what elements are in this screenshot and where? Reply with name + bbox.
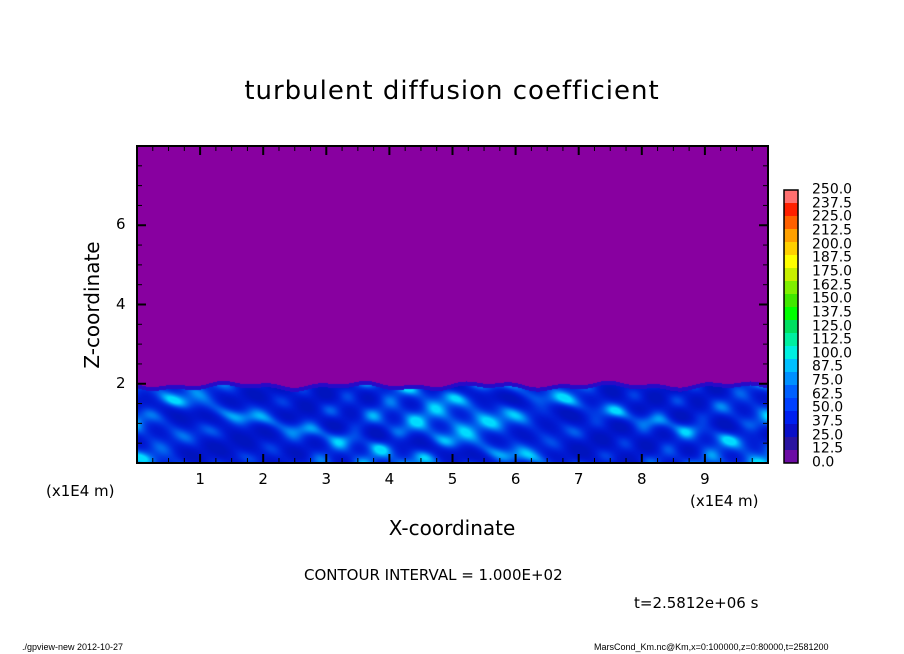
y-tick-label: 2 (116, 373, 126, 392)
x-tick-label: 5 (447, 470, 458, 488)
colorbar-label: 137.5 (812, 304, 853, 321)
colorbar-swatch (784, 255, 798, 268)
colorbar-swatch (784, 216, 798, 229)
colorbar-label: 0.0 (812, 454, 835, 471)
colorbar-label: 62.5 (812, 386, 844, 403)
footer-left: ./gpview-new 2012-10-27 (22, 642, 124, 652)
colorbar-frame (783, 189, 799, 464)
heatmap-field (137, 146, 768, 463)
y-tick-label: 4 (116, 294, 126, 313)
x-tick-label: 9 (700, 470, 710, 488)
colorbar-swatch (784, 229, 798, 242)
y-tick-label: 6 (116, 215, 126, 234)
y-axis-label: Z-coordinate (80, 241, 104, 369)
x-tick-label: 8 (637, 470, 647, 488)
chart-title: turbulent diffusion coefficient (244, 76, 660, 106)
colorbar-label: 100.0 (812, 345, 853, 362)
colorbar-label: 250.0 (812, 181, 853, 198)
colorbar-swatch (784, 424, 798, 437)
colorbar-swatch (784, 450, 798, 463)
plot-frame (136, 145, 769, 464)
colorbar-label: 175.0 (812, 263, 853, 280)
colorbar-swatch (784, 294, 798, 307)
colorbar-swatch (784, 359, 798, 372)
colorbar-swatch (784, 385, 798, 398)
x-tick-label: 3 (321, 470, 332, 488)
x-tick-label: 2 (258, 470, 268, 488)
colorbar-label: 25.0 (812, 426, 844, 443)
x-tick-label: 1 (195, 470, 205, 488)
x-tick-label: 7 (573, 470, 584, 488)
colorbar-label: 125.0 (812, 317, 853, 334)
colorbar-label: 225.0 (812, 208, 853, 225)
time-label: t=2.5812e+06 s (634, 594, 759, 612)
colorbar-swatch (784, 203, 798, 216)
colorbar-label: 50.0 (812, 399, 844, 416)
colorbar-label: 75.0 (812, 372, 844, 389)
colorbar-swatch (784, 411, 798, 424)
x-unit-label-left: (x1E4 m) (46, 482, 115, 500)
colorbar-swatch (784, 320, 798, 333)
colorbar-label: 162.5 (812, 276, 853, 293)
footer-right: MarsCond_Km.nc@Km,x=0:100000,z=0:80000,t… (594, 642, 829, 652)
colorbar-swatch (784, 281, 798, 294)
colorbar-swatch (784, 346, 798, 359)
colorbar-swatch (784, 333, 798, 346)
colorbar-label: 37.5 (812, 413, 844, 430)
colorbar-swatch (784, 268, 798, 281)
colorbar-swatch (784, 372, 798, 385)
x-axis-label: X-coordinate (388, 516, 516, 540)
contour-interval: CONTOUR INTERVAL = 1.000E+02 (304, 566, 563, 584)
x-unit-label-right: (x1E4 m) (690, 492, 759, 510)
colorbar-label: 12.5 (812, 440, 844, 457)
colorbar-label: 212.5 (812, 222, 853, 239)
x-tick-label: 4 (384, 470, 395, 488)
colorbar-label: 237.5 (812, 194, 853, 211)
colorbar-label: 112.5 (812, 331, 853, 348)
colorbar-swatch (784, 398, 798, 411)
colorbar-swatch (784, 242, 798, 255)
colorbar-label: 187.5 (812, 249, 853, 266)
colorbar-swatch (784, 307, 798, 320)
colorbar-label: 87.5 (812, 358, 844, 375)
colorbar-label: 200.0 (812, 235, 853, 252)
colorbar-label: 150.0 (812, 290, 853, 307)
x-tick-label: 6 (510, 470, 521, 488)
colorbar-swatch (784, 437, 798, 450)
colorbar-swatch (784, 190, 798, 203)
